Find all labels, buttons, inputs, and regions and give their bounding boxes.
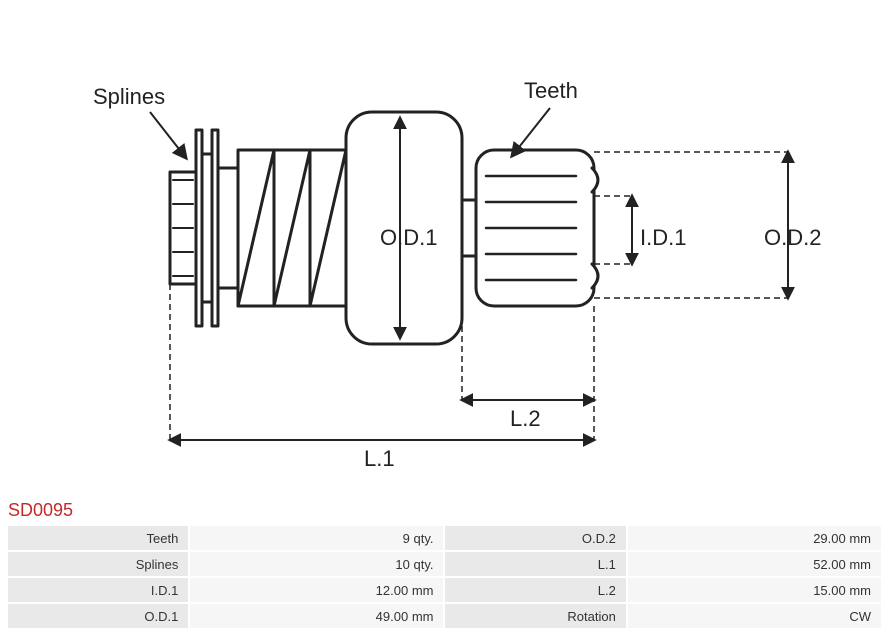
spec-table: Teeth9 qty.O.D.229.00 mmSplines10 qty.L.… [6,524,883,630]
spec-key: I.D.1 [8,578,188,602]
table-row: O.D.149.00 mmRotationCW [8,604,881,628]
spec-key: Splines [8,552,188,576]
spec-key: O.D.2 [445,526,625,550]
diagram-svg [0,0,889,490]
spec-value: 15.00 mm [628,578,881,602]
table-row: Splines10 qty.L.152.00 mm [8,552,881,576]
spec-value: 10 qty. [190,552,443,576]
label-od2: O.D.2 [764,225,821,251]
spec-key: O.D.1 [8,604,188,628]
spec-value: 9 qty. [190,526,443,550]
part-code: SD0095 [8,500,73,521]
spec-key: Teeth [8,526,188,550]
label-id1: I.D.1 [640,225,686,251]
technical-diagram: Splines Teeth O.D.1 O.D.2 I.D.1 L.1 L.2 [0,0,889,490]
table-row: Teeth9 qty.O.D.229.00 mm [8,526,881,550]
spec-value: CW [628,604,881,628]
spec-value: 12.00 mm [190,578,443,602]
spec-value: 52.00 mm [628,552,881,576]
label-od1: O.D.1 [380,225,437,251]
label-teeth: Teeth [524,78,578,104]
table-row: I.D.112.00 mmL.215.00 mm [8,578,881,602]
spec-key: L.2 [445,578,625,602]
spec-value: 49.00 mm [190,604,443,628]
spec-key: L.1 [445,552,625,576]
spec-value: 29.00 mm [628,526,881,550]
label-l1: L.1 [364,446,395,472]
label-l2: L.2 [510,406,541,432]
label-splines: Splines [93,84,165,110]
spec-key: Rotation [445,604,625,628]
